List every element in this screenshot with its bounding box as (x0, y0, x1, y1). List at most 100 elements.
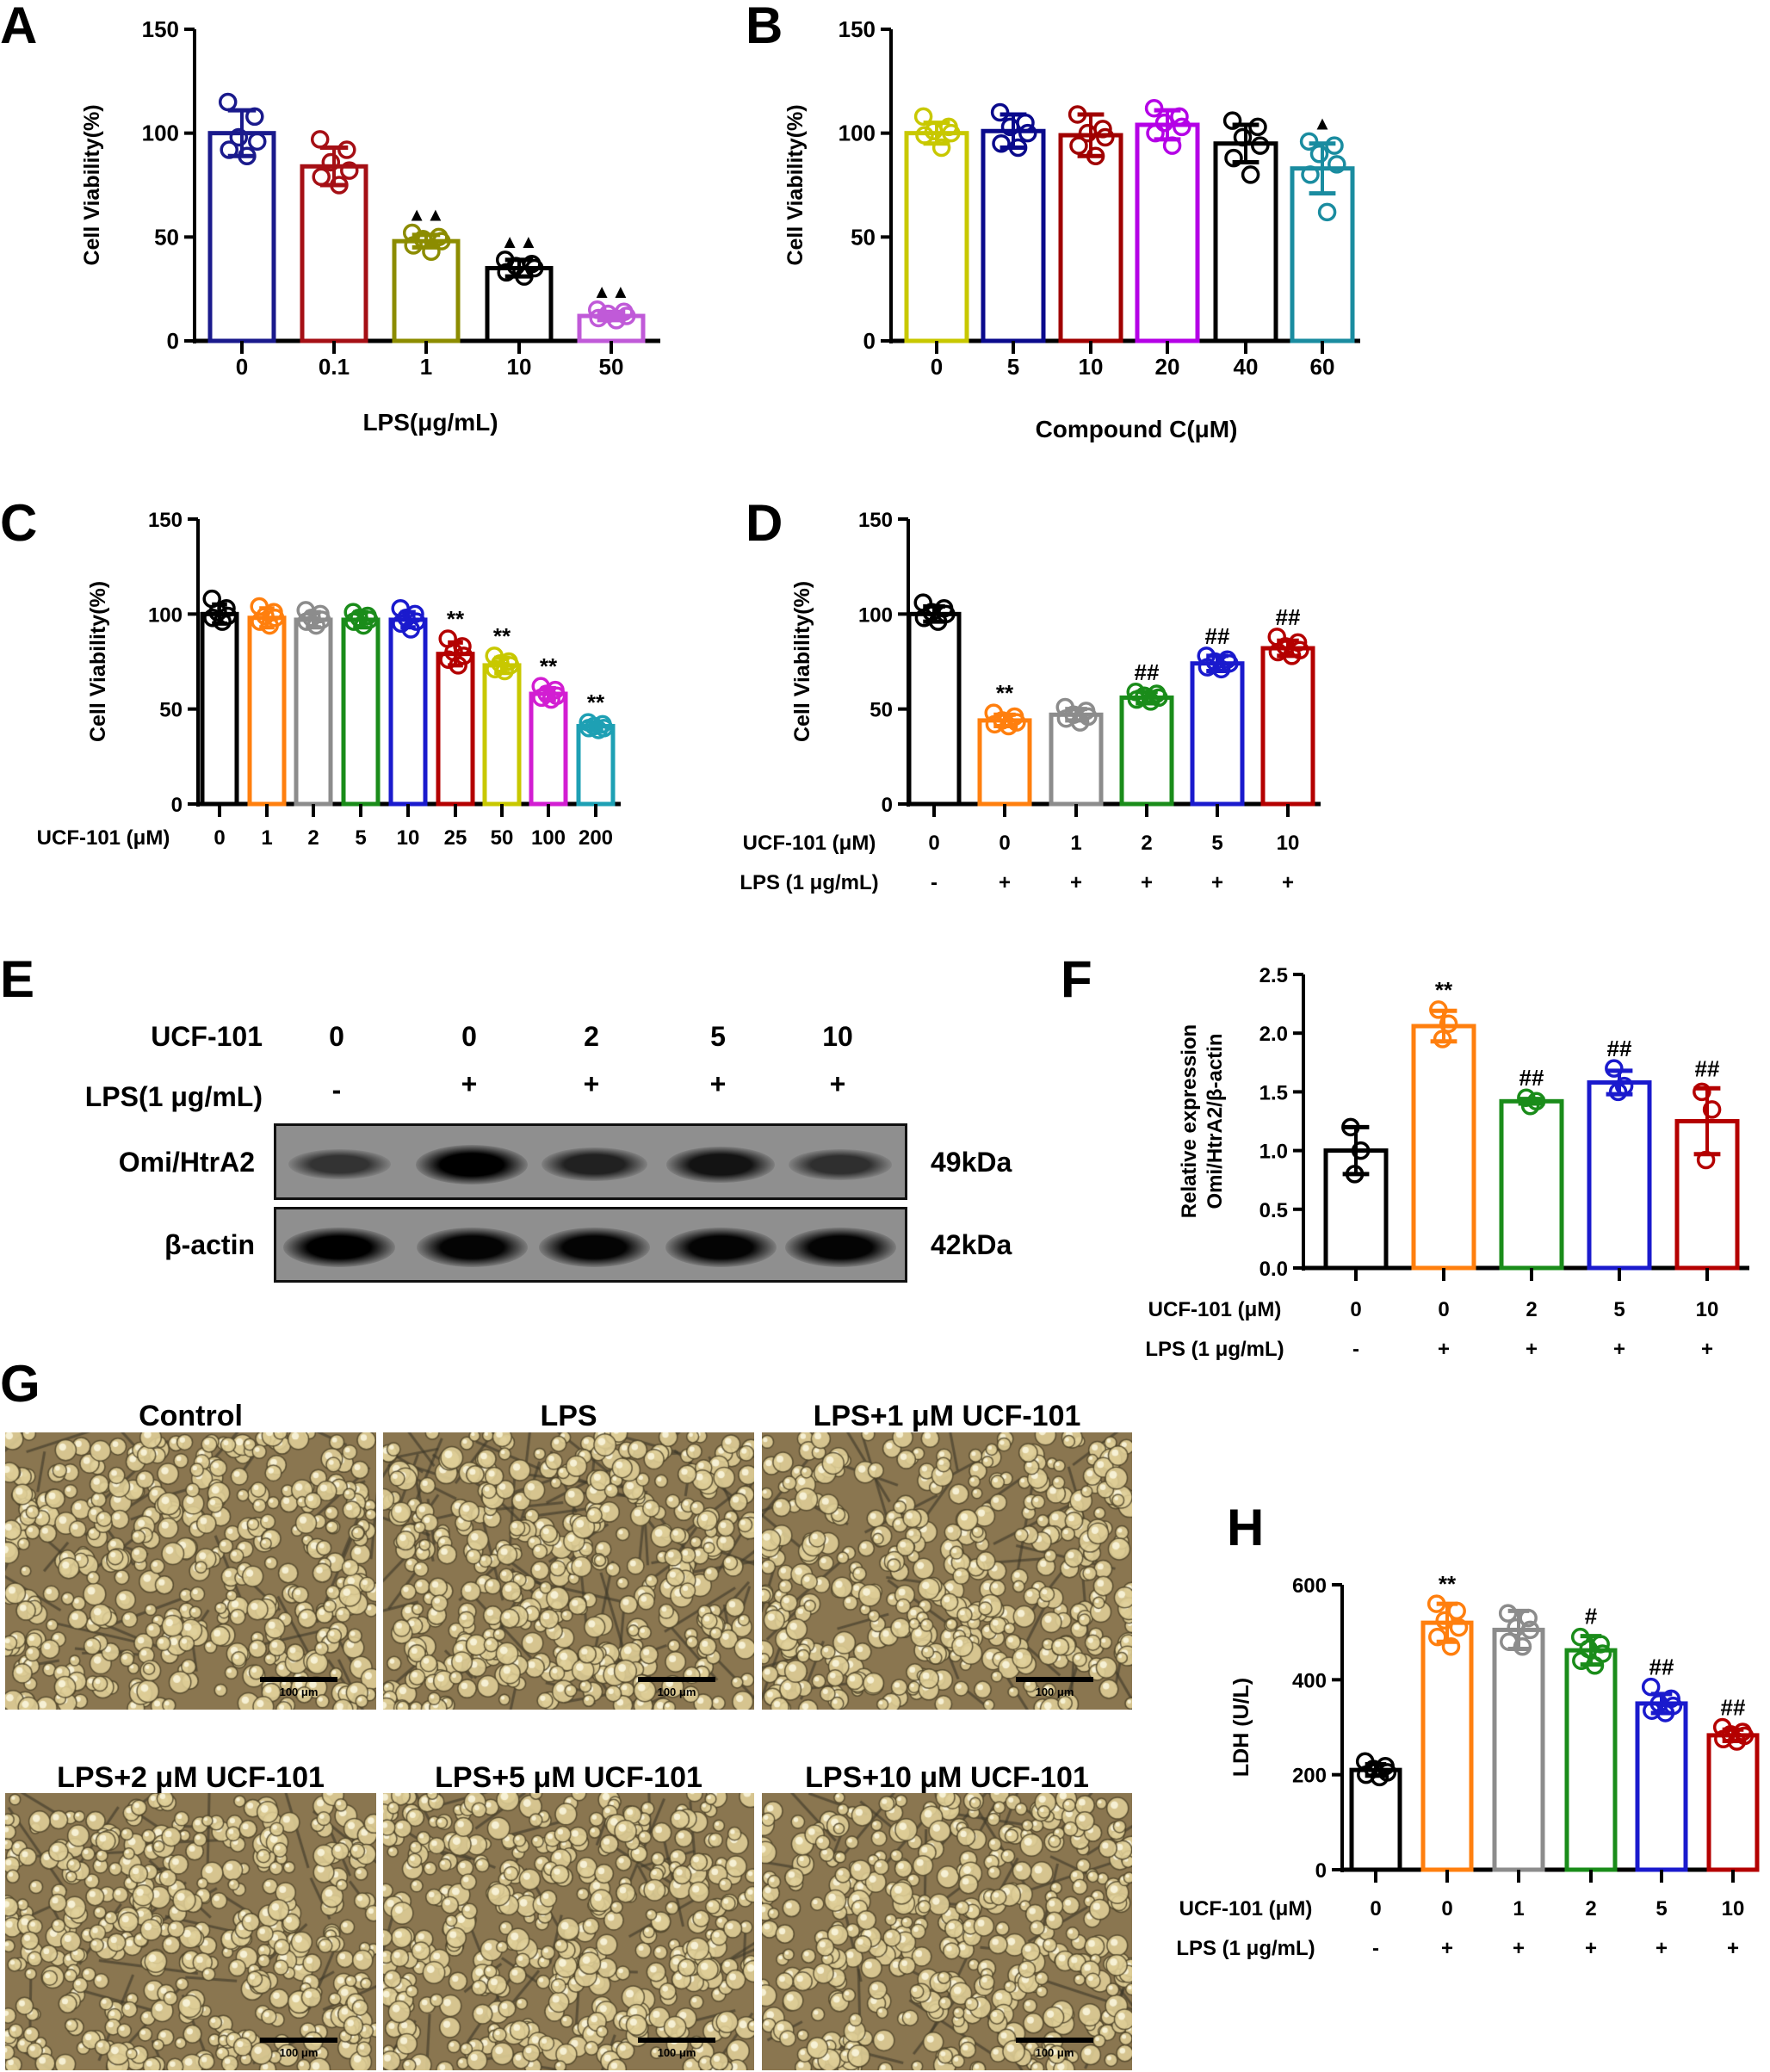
data-point (404, 236, 423, 255)
data-point (218, 92, 238, 112)
data-point (1429, 1000, 1448, 1019)
x-tick-label: 25 (444, 826, 467, 850)
x-axis-label: Compound C(μM) (1036, 416, 1238, 442)
x-tick-label: 5 (1613, 1298, 1625, 1321)
x-tick-label: 0 (1441, 1897, 1452, 1920)
y-tick-label: 150 (148, 509, 183, 532)
data-point (1641, 1677, 1661, 1697)
y-tick-label: 50 (159, 699, 183, 722)
data-point (942, 123, 961, 143)
data-point (1427, 1594, 1446, 1613)
data-point (1325, 136, 1344, 155)
micrograph-image (383, 1432, 754, 1710)
y-tick-label: 2.5 (1259, 964, 1288, 987)
x-tick-label: + (1656, 1937, 1668, 1960)
data-point (238, 146, 257, 165)
data-point (607, 311, 626, 330)
y-tick-label: 50 (870, 699, 893, 722)
data-point (1656, 1704, 1675, 1723)
x-tick-label: - (931, 871, 938, 894)
data-point (931, 138, 951, 158)
data-point (589, 308, 608, 328)
data-point (1643, 1701, 1662, 1720)
data-point (422, 242, 441, 261)
scale-bar-label: 100 μm (1035, 1685, 1074, 1698)
bar (485, 266, 554, 343)
lane-lps-value: + (461, 1068, 478, 1099)
data-point (924, 121, 944, 141)
y-tick-label: 100 (858, 603, 893, 627)
x-tick-label: 1 (261, 826, 272, 850)
y-tick-label: 0 (882, 794, 893, 817)
y-axis-label: Cell Viability(%) (790, 581, 814, 742)
panel-letter-b: B (746, 0, 783, 54)
x-tick-label: 60 (1310, 354, 1335, 380)
x-tick-label: 2 (1585, 1897, 1596, 1920)
data-point (213, 612, 232, 631)
lps-row-label: LPS(1 μg/mL) (84, 1081, 263, 1112)
micrograph-image (762, 1432, 1132, 1710)
data-point (1428, 1627, 1447, 1647)
lane-ucf-value: 10 (822, 1021, 853, 1052)
scale-bar (638, 1677, 715, 1682)
bar (1499, 1098, 1564, 1271)
x-tick-label: 20 (1155, 354, 1180, 380)
x-tick-label: 2 (1526, 1298, 1537, 1321)
data-point (1727, 1732, 1747, 1751)
significance-marker: # (1585, 1604, 1598, 1630)
x-tick-label: 5 (355, 826, 366, 850)
x-tick-label: 0 (1370, 1897, 1381, 1920)
data-point (1018, 123, 1037, 143)
protein-band (789, 1148, 892, 1180)
y-tick-label: 0.5 (1259, 1199, 1288, 1222)
data-point (337, 140, 356, 159)
x-tick-label: 5 (1007, 354, 1019, 380)
data-point (229, 127, 249, 147)
x-tick-label: 10 (507, 354, 532, 380)
blot-row-label: β-actin (164, 1229, 255, 1260)
micrograph-image (383, 1793, 754, 2070)
bar (1213, 141, 1278, 343)
panel-letter-e: E (0, 950, 35, 1008)
scale-bar (1016, 1677, 1093, 1682)
data-point (1146, 123, 1165, 143)
data-point (1341, 1117, 1360, 1137)
data-point (1309, 145, 1329, 164)
significance-marker: ** (493, 623, 511, 649)
y-axis-label: LDH (U/L) (1229, 1678, 1253, 1777)
x-tick-label: 2 (1141, 832, 1152, 855)
data-point (245, 107, 264, 127)
molecular-weight-label: 42kDa (931, 1229, 1012, 1260)
data-point (1233, 127, 1253, 147)
x-tick-label: 10 (1079, 354, 1104, 380)
bar (981, 128, 1046, 343)
data-point (1696, 1150, 1716, 1170)
x-tick-label: 5 (1211, 832, 1222, 855)
chart-panel-d: 0 50 100 150 ** ## ## ## UCF-101 (μM) 0 0 1 2 5 10 LPS … (740, 509, 1321, 894)
bar (436, 652, 475, 807)
data-point (1328, 155, 1346, 174)
x-tick-label: 100 (531, 826, 566, 850)
data-point (1351, 1141, 1371, 1160)
significance-marker: ## (1135, 659, 1160, 685)
lane-lps-value: - (331, 1074, 342, 1105)
significance-marker: ** (1435, 977, 1453, 1003)
bar (294, 617, 333, 807)
row-label: UCF-101 (μM) (37, 826, 170, 850)
data-point (1520, 1097, 1540, 1116)
lane-lps-value: + (709, 1068, 727, 1099)
scale-bar (260, 1677, 337, 1682)
data-point (486, 659, 504, 679)
y-axis-label: Cell Viability(%) (86, 581, 110, 742)
bar (1420, 1620, 1474, 1872)
data-point (587, 300, 607, 319)
bar (1058, 133, 1123, 343)
chart-panel-f: 0.0 0.5 1.0 1.5 2.0 2.5 ** ## ## ## UCF-101 (μM) 0 0… (1145, 964, 1749, 1361)
x-tick-label: 200 (579, 826, 613, 850)
data-point (1241, 165, 1260, 184)
significance-marker: ## (1205, 623, 1230, 649)
y-axis-label: Omi/HtrA2/β-actin (1204, 1033, 1227, 1209)
data-point (1008, 138, 1028, 158)
data-point (617, 306, 636, 325)
